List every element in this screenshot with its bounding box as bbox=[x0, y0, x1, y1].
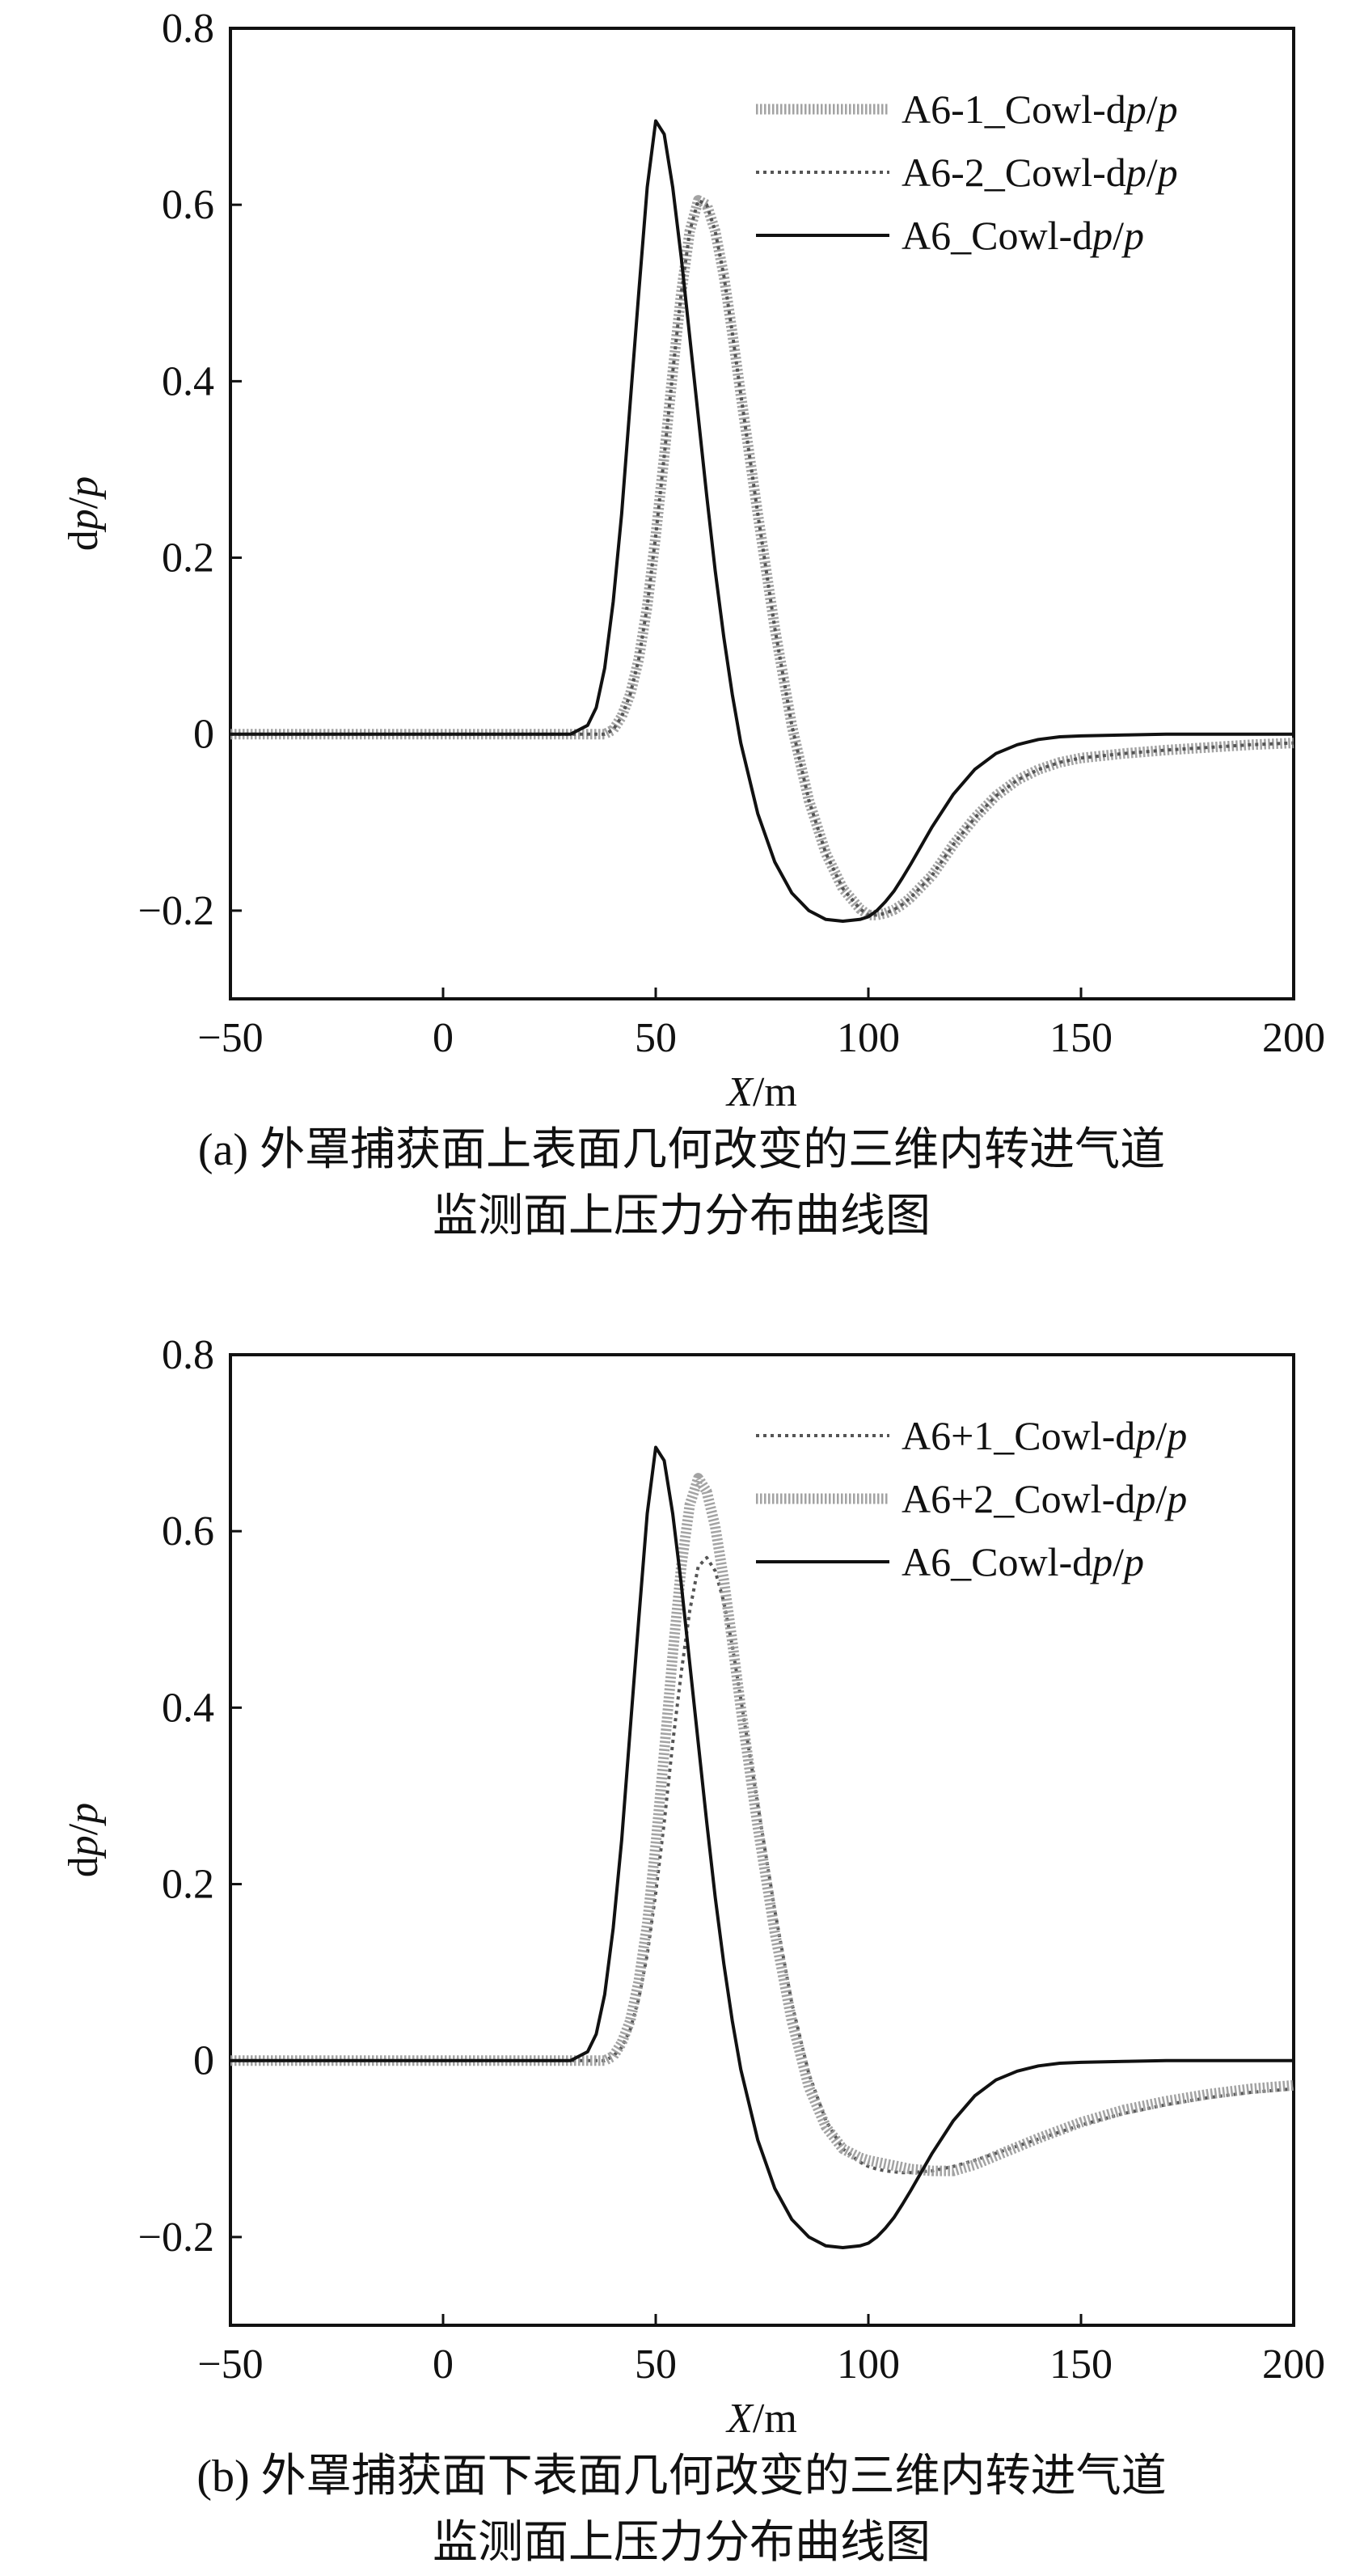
x-tick-label: 0 bbox=[433, 2341, 454, 2388]
y-tick-label: 0 bbox=[193, 2038, 214, 2084]
x-axis-label: X/m bbox=[725, 2396, 797, 2442]
figure-caption-line: 监测面上压力分布曲线图 bbox=[433, 2518, 931, 2568]
y-tick-label: 0.6 bbox=[162, 1508, 214, 1554]
x-tick-label: −50 bbox=[197, 2341, 263, 2388]
x-tick-label: −50 bbox=[197, 1015, 263, 1061]
x-tick-label: 150 bbox=[1049, 1015, 1113, 1061]
plot-frame bbox=[229, 27, 1295, 1000]
y-tick-label: 0.6 bbox=[162, 182, 214, 228]
y-tick-label: −0.2 bbox=[138, 2214, 214, 2261]
y-tick-label: 0 bbox=[193, 712, 214, 758]
legend-label: A6-1_Cowl-dp/p bbox=[902, 87, 1178, 132]
x-tick-label: 50 bbox=[635, 2341, 677, 2388]
y-tick-label: 0.8 bbox=[162, 1332, 214, 1378]
y-tick-label: 0.4 bbox=[162, 358, 214, 404]
y-axis-label: dp/p bbox=[61, 1803, 107, 1877]
legend-label: A6+1_Cowl-dp/p bbox=[902, 1413, 1187, 1458]
chart-panel-a: −50 0 50 100 150 200 −0.2 0 0.2 0.4 0.6 0.8 X/m dp/p A… bbox=[61, 6, 1325, 1241]
chart-panel-b: −50 0 50 100 150 200 −0.2 0 0.2 0.4 0.6 0.8 X/m dp/p A… bbox=[61, 1332, 1325, 2568]
plot-frame bbox=[229, 1353, 1295, 2327]
legend-label: A6_Cowl-dp/p bbox=[902, 1539, 1144, 1584]
y-tick-label: 0.8 bbox=[162, 6, 214, 52]
x-tick-label: 200 bbox=[1262, 2341, 1325, 2388]
legend-label: A6+2_Cowl-dp/p bbox=[902, 1476, 1187, 1521]
y-tick-label: 0.2 bbox=[162, 535, 214, 582]
x-tick-label: 100 bbox=[837, 1015, 900, 1061]
x-tick-label: 100 bbox=[837, 2341, 900, 2388]
series-line-A6-2_Cowl-dp/p bbox=[230, 198, 1294, 917]
y-tick-label: 0.2 bbox=[162, 1862, 214, 1908]
series-line-A6-1_Cowl-dp/p bbox=[230, 195, 1294, 920]
x-tick-label: 200 bbox=[1262, 1015, 1325, 1061]
series-line-A6+2_Cowl-dp/p bbox=[230, 1473, 1294, 2176]
x-tick-label: 50 bbox=[635, 1015, 677, 1061]
y-tick-label: −0.2 bbox=[138, 888, 214, 934]
figure-caption-line: (a) 外罩捕获面上表面几何改变的三维内转进气道 bbox=[198, 1125, 1165, 1175]
y-axis-label: dp/p bbox=[61, 476, 107, 551]
legend-label: A6-2_Cowl-dp/p bbox=[902, 150, 1178, 195]
series-line-A6_Cowl-dp/p bbox=[230, 1445, 1294, 2249]
x-tick-label: 150 bbox=[1049, 2341, 1113, 2388]
figure-caption-line: 监测面上压力分布曲线图 bbox=[433, 1191, 931, 1241]
figure-caption-line: (b) 外罩捕获面下表面几何改变的三维内转进气道 bbox=[196, 2451, 1166, 2502]
series-line-A6_Cowl-dp/p bbox=[230, 119, 1294, 923]
y-tick-label: 0.4 bbox=[162, 1685, 214, 1731]
x-tick-label: 0 bbox=[433, 1015, 454, 1061]
x-axis-label: X/m bbox=[725, 1069, 797, 1115]
legend-label: A6_Cowl-dp/p bbox=[902, 213, 1144, 258]
